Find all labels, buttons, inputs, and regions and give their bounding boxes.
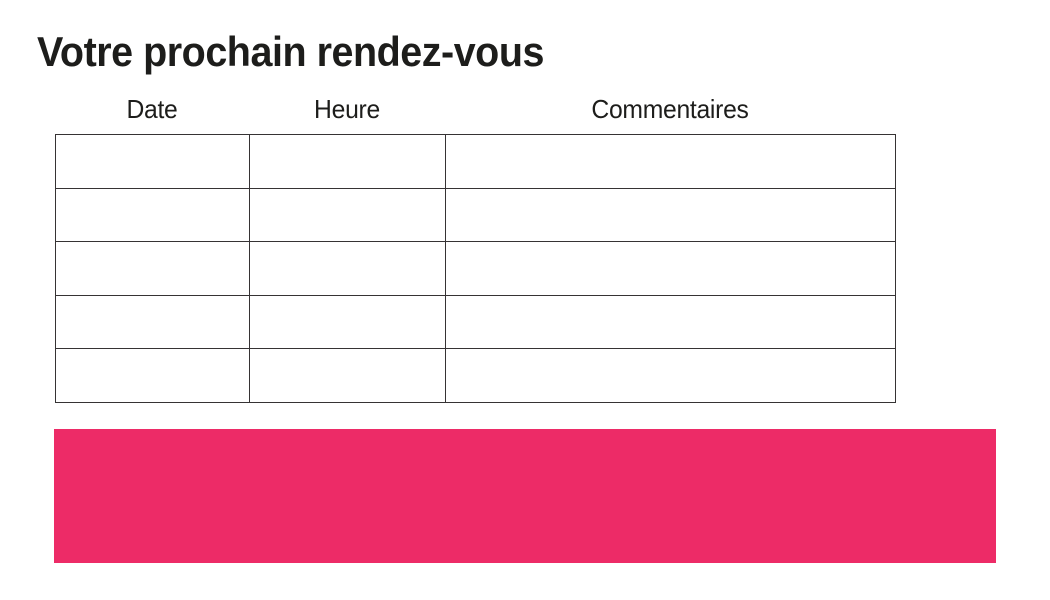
appointments-table-body <box>55 134 896 403</box>
table-cell-empty <box>55 348 250 403</box>
table-cell-empty <box>249 187 446 243</box>
column-header-commentaires: Commentaires <box>591 93 749 124</box>
table-cell-empty <box>445 134 896 189</box>
table-row <box>55 348 896 403</box>
table-cell-empty <box>55 294 250 350</box>
table-cell-empty <box>55 241 250 296</box>
page-title: Votre prochain rendez-vous <box>37 28 544 75</box>
column-header-heure: Heure <box>314 93 380 124</box>
table-cell-empty <box>445 241 896 296</box>
table-row <box>55 294 896 350</box>
table-row <box>55 187 896 243</box>
table-cell-empty <box>445 294 896 350</box>
pink-banner <box>54 429 996 563</box>
table-cell-empty <box>55 187 250 243</box>
table-cell-empty <box>249 294 446 350</box>
table-header-row: Date Heure Commentaires <box>55 93 895 125</box>
table-cell-empty <box>445 348 896 403</box>
appointments-table <box>55 134 896 403</box>
table-cell-empty <box>249 241 446 296</box>
table-cell-empty <box>249 348 446 403</box>
column-header-date: Date <box>126 93 178 124</box>
table-cell-empty <box>445 187 896 243</box>
table-row <box>55 241 896 296</box>
table-cell-empty <box>249 134 446 189</box>
table-row <box>55 134 896 189</box>
table-cell-empty <box>55 134 250 189</box>
